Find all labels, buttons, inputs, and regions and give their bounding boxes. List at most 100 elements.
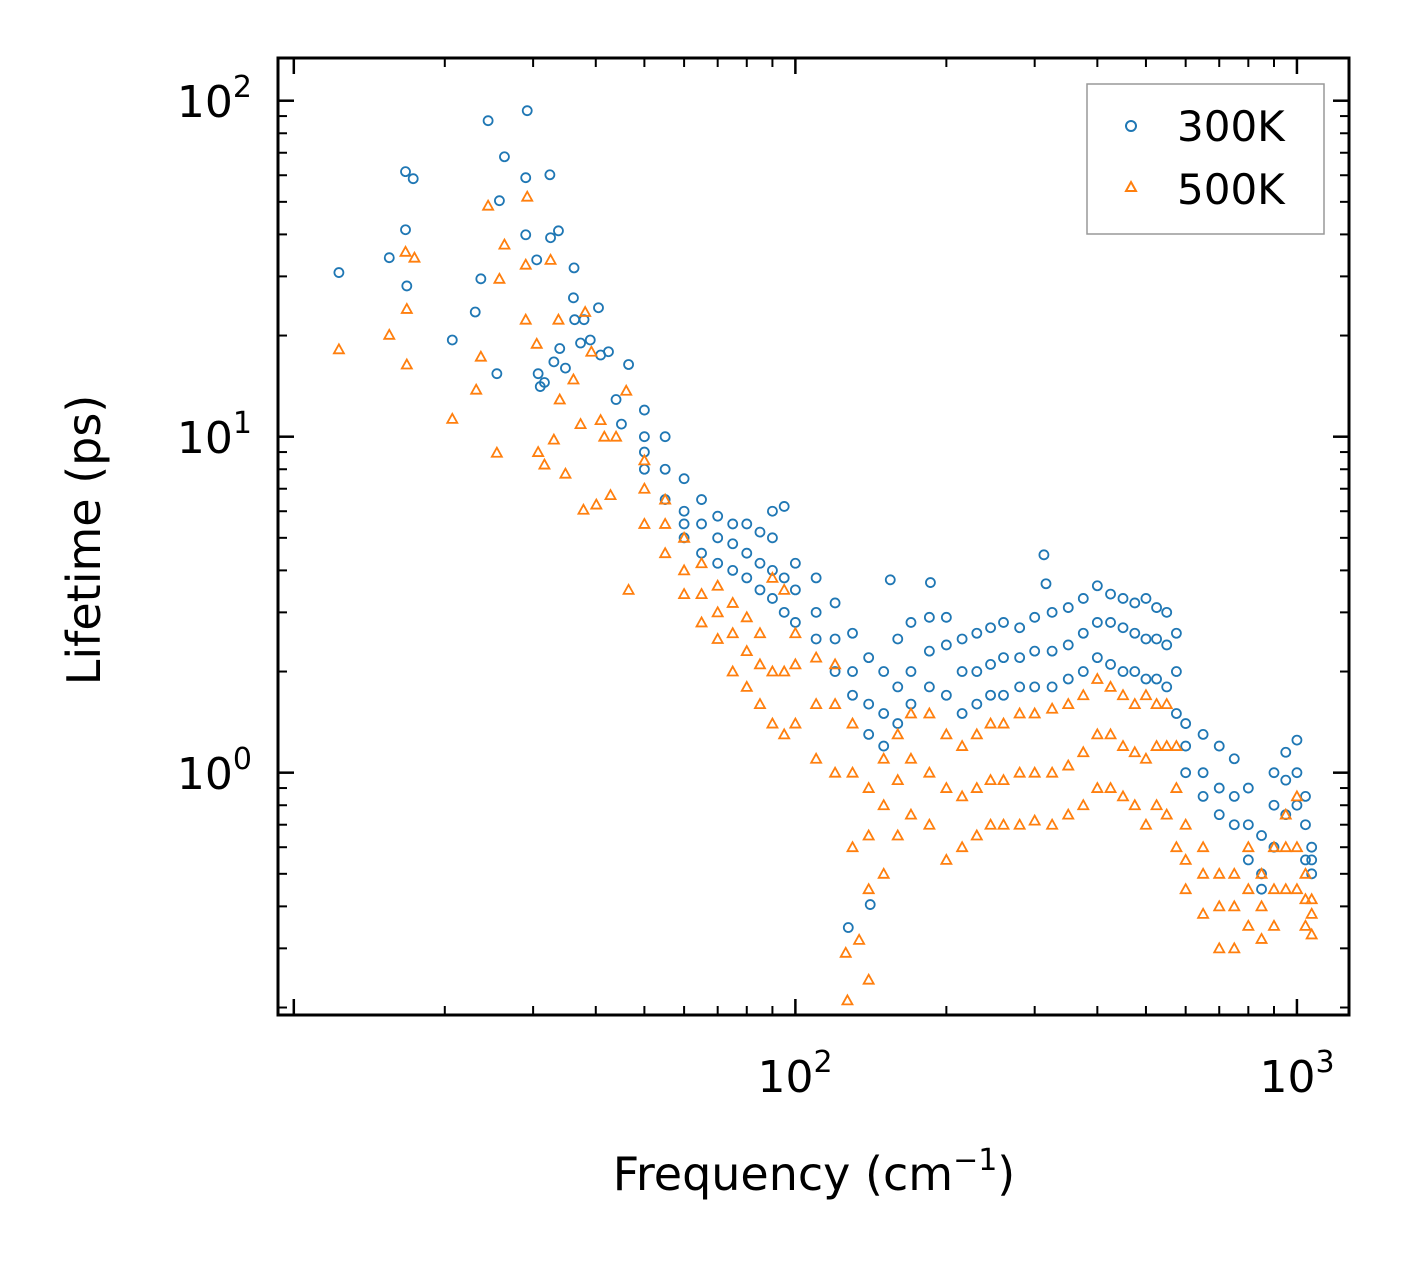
data-point bbox=[726, 626, 740, 639]
data-point bbox=[1161, 606, 1173, 618]
data-point bbox=[400, 357, 414, 370]
data-point bbox=[695, 556, 709, 569]
data-point bbox=[1212, 866, 1226, 879]
data-point bbox=[1279, 882, 1293, 895]
data-point bbox=[712, 557, 724, 569]
data-point bbox=[553, 225, 564, 237]
data-point bbox=[863, 728, 875, 740]
data-point bbox=[1014, 681, 1026, 693]
data-point bbox=[1268, 767, 1280, 779]
data-point bbox=[809, 751, 823, 764]
data-point bbox=[753, 626, 767, 639]
data-point bbox=[984, 716, 998, 729]
data-point bbox=[998, 652, 1009, 664]
data-point bbox=[711, 578, 725, 591]
x-axis-label: Frequency (cm−1) bbox=[613, 1143, 1016, 1201]
data-point bbox=[532, 368, 544, 380]
data-point bbox=[711, 632, 725, 644]
data-point bbox=[788, 657, 802, 670]
data-point bbox=[1267, 919, 1281, 931]
data-point bbox=[1040, 578, 1052, 590]
data-point bbox=[1256, 830, 1267, 841]
data-point bbox=[576, 502, 590, 515]
data-point bbox=[1150, 798, 1164, 811]
data-point bbox=[955, 840, 969, 853]
data-point bbox=[985, 659, 996, 670]
data-point bbox=[407, 173, 419, 185]
data-point bbox=[1227, 899, 1241, 912]
data-point bbox=[537, 457, 551, 470]
data-point bbox=[1013, 765, 1027, 778]
data-point bbox=[1242, 819, 1254, 831]
data-point bbox=[923, 681, 935, 693]
data-point bbox=[1291, 767, 1303, 779]
data-point bbox=[1267, 840, 1281, 853]
data-point bbox=[1180, 718, 1192, 729]
data-point bbox=[1062, 602, 1074, 613]
data-point bbox=[955, 789, 969, 802]
data-point bbox=[984, 817, 998, 830]
data-point bbox=[1241, 840, 1255, 853]
data-point bbox=[1116, 739, 1130, 751]
data-point bbox=[638, 431, 650, 443]
data-point bbox=[1116, 789, 1130, 802]
data-point bbox=[956, 666, 968, 677]
data-point bbox=[695, 615, 709, 628]
data-point bbox=[678, 505, 690, 517]
data-point bbox=[892, 633, 904, 645]
legend: 300K 500K bbox=[1086, 83, 1325, 235]
data-point bbox=[955, 739, 969, 751]
data-point bbox=[998, 617, 1009, 628]
data-point bbox=[1140, 673, 1152, 685]
data-point bbox=[383, 252, 395, 264]
data-point bbox=[1241, 882, 1255, 895]
data-point bbox=[767, 564, 778, 576]
data-point bbox=[446, 334, 458, 346]
data-point bbox=[740, 610, 754, 623]
data-point bbox=[1300, 854, 1311, 866]
data-point bbox=[877, 751, 891, 764]
data-point bbox=[638, 404, 650, 416]
data-point bbox=[696, 494, 707, 505]
data-point bbox=[956, 633, 968, 645]
data-point bbox=[810, 633, 822, 645]
data-point bbox=[778, 606, 790, 618]
data-point bbox=[891, 773, 905, 786]
data-point bbox=[864, 899, 876, 910]
data-point bbox=[788, 626, 802, 639]
legend-frame bbox=[1086, 83, 1325, 235]
data-point bbox=[400, 166, 411, 178]
data-point bbox=[578, 305, 592, 317]
data-point bbox=[1179, 817, 1193, 830]
data-point bbox=[891, 727, 905, 740]
data-point bbox=[1169, 739, 1183, 751]
data-point bbox=[828, 697, 842, 709]
data-point bbox=[658, 546, 672, 559]
data-point bbox=[777, 727, 791, 740]
data-point bbox=[474, 349, 488, 362]
data-point bbox=[658, 492, 672, 505]
data-point bbox=[996, 716, 1011, 729]
data-point bbox=[497, 237, 511, 250]
data-point bbox=[482, 115, 494, 127]
data-point bbox=[741, 547, 753, 559]
data-point bbox=[829, 597, 841, 609]
data-point bbox=[1170, 666, 1182, 677]
data-point bbox=[1046, 681, 1058, 693]
data-point bbox=[809, 697, 823, 709]
data-point bbox=[767, 532, 778, 544]
data-point bbox=[712, 532, 724, 544]
data-point bbox=[1170, 627, 1182, 639]
data-point bbox=[1045, 701, 1059, 714]
data-point bbox=[971, 666, 983, 677]
data-point bbox=[491, 368, 503, 380]
data-point bbox=[1140, 633, 1152, 645]
data-point bbox=[1038, 549, 1050, 561]
data-point bbox=[1212, 941, 1226, 954]
data-point bbox=[469, 382, 483, 395]
data-point bbox=[1212, 899, 1226, 912]
data-point bbox=[956, 708, 968, 719]
data-point bbox=[1104, 781, 1118, 793]
data-point bbox=[1028, 813, 1042, 826]
data-point bbox=[984, 773, 998, 786]
